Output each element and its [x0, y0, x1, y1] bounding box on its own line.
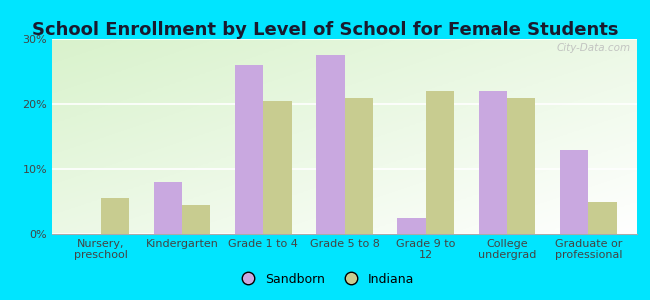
Bar: [588, 202, 617, 234]
Legend: Sandborn, Indiana: Sandborn, Indiana: [231, 268, 419, 291]
Bar: [101, 198, 129, 234]
Bar: [235, 65, 263, 234]
Bar: [316, 55, 344, 234]
Bar: [478, 91, 507, 234]
Bar: [344, 98, 373, 234]
Text: School Enrollment by Level of School for Female Students: School Enrollment by Level of School for…: [32, 21, 618, 39]
Bar: [397, 218, 426, 234]
Bar: [182, 205, 211, 234]
Bar: [560, 149, 588, 234]
Bar: [426, 91, 454, 234]
Bar: [153, 182, 182, 234]
Bar: [507, 98, 536, 234]
Text: City-Data.com: City-Data.com: [557, 43, 631, 53]
Bar: [263, 101, 292, 234]
